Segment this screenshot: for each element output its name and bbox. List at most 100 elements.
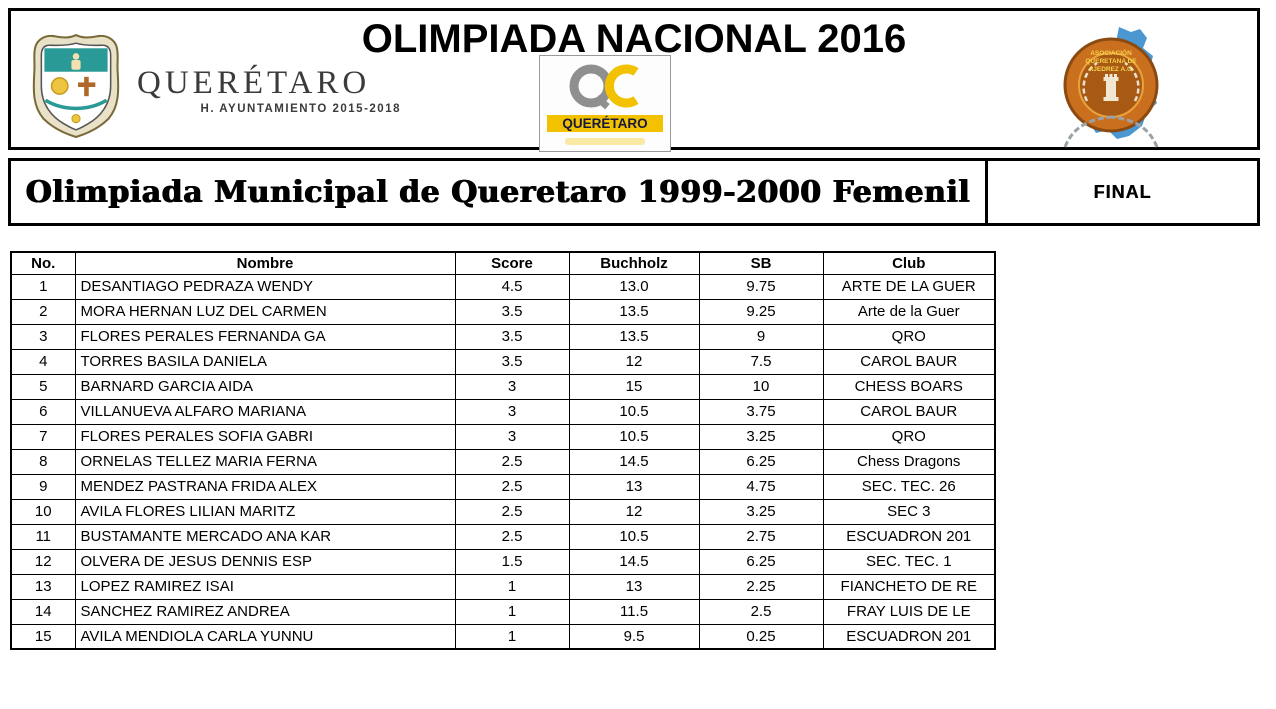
cell-nombre: FLORES PERALES SOFIA GABRI: [74, 423, 456, 450]
cell-no: 9: [10, 473, 76, 500]
cell-nombre: AVILA MENDIOLA CARLA YUNNU: [74, 623, 456, 650]
cell-club: ARTE DE LA GUER: [822, 273, 996, 300]
cell-club: FIANCHETO DE RE: [822, 573, 996, 600]
cell-buchholz: 10.5: [568, 398, 700, 425]
cell-club: SEC. TEC. 26: [822, 473, 996, 500]
cell-buchholz: 13: [568, 573, 700, 600]
cell-sb: 7.5: [698, 348, 824, 375]
cell-no: 6: [10, 398, 76, 425]
cell-score: 4.5: [454, 273, 570, 300]
cell-score: 3.5: [454, 348, 570, 375]
cell-score: 2.5: [454, 523, 570, 550]
header: OLIMPIADA NACIONAL 2016 QUERÉTARO H. AYU…: [8, 8, 1260, 152]
cell-no: 2: [10, 298, 76, 325]
cell-nombre: TORRES BASILA DANIELA: [74, 348, 456, 375]
table-row: 5 BARNARD GARCIA AIDA 3 15 10 CHESS BOARS: [10, 373, 996, 400]
column-header-club: Club: [822, 251, 996, 275]
cell-nombre: BARNARD GARCIA AIDA: [74, 373, 456, 400]
stage-box: FINAL: [985, 161, 1257, 223]
table-row: 14 SANCHEZ RAMIREZ ANDREA 1 11.5 2.5 FRAY LUI…: [10, 598, 996, 625]
cell-score: 2.5: [454, 498, 570, 525]
cell-sb: 9.25: [698, 298, 824, 325]
association-name-line3: AJEDREZ A.C.: [1089, 66, 1134, 73]
cell-no: 7: [10, 423, 76, 450]
table-row: 1 DESANTIAGO PEDRAZA WENDY 4.5 13.0 9.75 ARTE…: [10, 273, 996, 300]
table-row: 2 MORA HERNAN LUZ DEL CARMEN 3.5 13.5 9.25 Ar…: [10, 298, 996, 325]
cell-sb: 10: [698, 373, 824, 400]
column-header-sb: SB: [698, 251, 824, 275]
cell-club: CAROL BAUR: [822, 398, 996, 425]
association-medal-icon: ASOCIACIÓN QUERETANA DE AJEDREZ A.C.: [1063, 27, 1159, 148]
cell-no: 4: [10, 348, 76, 375]
chess-association-logo: ASOCIACIÓN QUERETANA DE AJEDREZ A.C.: [1023, 25, 1195, 158]
table-row: 8 ORNELAS TELLEZ MARIA FERNA 2.5 14.5 6.25 Ch…: [10, 448, 996, 475]
cell-buchholz: 13.5: [568, 298, 700, 325]
cell-no: 14: [10, 598, 76, 625]
cell-nombre: FLORES PERALES FERNANDA GA: [74, 323, 456, 350]
cell-nombre: ORNELAS TELLEZ MARIA FERNA: [74, 448, 456, 475]
cell-nombre: SANCHEZ RAMIREZ ANDREA: [74, 598, 456, 625]
table-row: 12 OLVERA DE JESUS DENNIS ESP 1.5 14.5 6.25 S…: [10, 548, 996, 575]
cell-buchholz: 12: [568, 348, 700, 375]
column-header-buchholz: Buchholz: [568, 251, 700, 275]
association-name-line2: QUERETANA DE: [1085, 58, 1137, 65]
table-row: 3 FLORES PERALES FERNANDA GA 3.5 13.5 9 QRO: [10, 323, 996, 350]
subheader: Olimpiada Municipal de Queretaro 1999-20…: [8, 158, 1260, 226]
cell-sb: 6.25: [698, 548, 824, 575]
cell-nombre: VILLANUEVA ALFARO MARIANA: [74, 398, 456, 425]
cell-buchholz: 10.5: [568, 423, 700, 450]
cell-score: 2.5: [454, 448, 570, 475]
cell-club: Chess Dragons: [822, 448, 996, 475]
cell-club: SEC 3: [822, 498, 996, 525]
results-table: No. Nombre Score Buchholz SB Club 1 DESANTIAGO…: [10, 251, 996, 650]
cell-no: 3: [10, 323, 76, 350]
results-header-row: No. Nombre Score Buchholz SB Club: [10, 251, 996, 275]
table-row: 9 MENDEZ PASTRANA FRIDA ALEX 2.5 13 4.75 SEC.…: [10, 473, 996, 500]
cell-no: 11: [10, 523, 76, 550]
column-header-nombre: Nombre: [74, 251, 456, 275]
coat-of-arms-icon: [32, 33, 120, 139]
table-row: 6 VILLANUEVA ALFARO MARIANA 3 10.5 3.75 CAROL…: [10, 398, 996, 425]
city-wordmark-text: QUERÉTARO: [562, 116, 647, 131]
cell-nombre: DESANTIAGO PEDRAZA WENDY: [74, 273, 456, 300]
cell-club: CHESS BOARS: [822, 373, 996, 400]
cell-no: 1: [10, 273, 76, 300]
cell-sb: 2.75: [698, 523, 824, 550]
association-name-line1: ASOCIACIÓN: [1090, 48, 1132, 57]
table-row: 7 FLORES PERALES SOFIA GABRI 3 10.5 3.25 QRO: [10, 423, 996, 450]
table-row: 11 BUSTAMANTE MERCADO ANA KAR 2.5 10.5 2.75 E…: [10, 523, 996, 550]
cell-buchholz: 11.5: [568, 598, 700, 625]
cell-no: 5: [10, 373, 76, 400]
cell-score: 3: [454, 423, 570, 450]
cell-score: 1.5: [454, 548, 570, 575]
cell-nombre: MENDEZ PASTRANA FRIDA ALEX: [74, 473, 456, 500]
cell-score: 1: [454, 573, 570, 600]
cell-score: 3.5: [454, 323, 570, 350]
cell-buchholz: 14.5: [568, 448, 700, 475]
cell-score: 3: [454, 398, 570, 425]
ayuntamiento-subtitle: H. AYUNTAMIENTO 2015-2018: [200, 103, 401, 115]
cell-buchholz: 15: [568, 373, 700, 400]
results-body: 1 DESANTIAGO PEDRAZA WENDY 4.5 13.0 9.75 ARTE…: [10, 273, 996, 650]
cell-club: ESCUADRON 201: [822, 523, 996, 550]
cell-buchholz: 13: [568, 473, 700, 500]
cell-buchholz: 13.0: [568, 273, 700, 300]
queretaro-wordmark-text: QUERÉTARO: [137, 65, 371, 101]
cell-nombre: LOPEZ RAMIREZ ISAI: [74, 573, 456, 600]
cell-score: 1: [454, 598, 570, 625]
cell-sb: 2.5: [698, 598, 824, 625]
table-row: 15 AVILA MENDIOLA CARLA YUNNU 1 9.5 0.25 ESCU…: [10, 623, 996, 650]
cell-sb: 9: [698, 323, 824, 350]
cell-sb: 3.75: [698, 398, 824, 425]
cell-no: 8: [10, 448, 76, 475]
cell-buchholz: 13.5: [568, 323, 700, 350]
table-row: 10 AVILA FLORES LILIAN MARITZ 2.5 12 3.25 SEC…: [10, 498, 996, 525]
cell-nombre: OLVERA DE JESUS DENNIS ESP: [74, 548, 456, 575]
cell-score: 3.5: [454, 298, 570, 325]
event-title: Olimpiada Municipal de Queretaro 1999-20…: [25, 174, 971, 210]
cell-club: QRO: [822, 423, 996, 450]
cell-buchholz: 12: [568, 498, 700, 525]
cell-sb: 3.25: [698, 423, 824, 450]
cell-sb: 2.25: [698, 573, 824, 600]
cell-nombre: AVILA FLORES LILIAN MARITZ: [74, 498, 456, 525]
